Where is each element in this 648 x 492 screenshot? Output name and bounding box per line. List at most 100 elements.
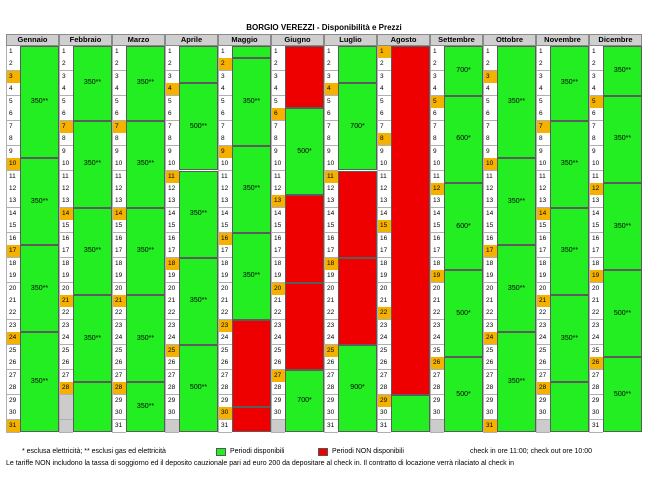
day-cell: 24	[483, 332, 497, 346]
day-cell: 10	[218, 158, 232, 172]
day-cell: 22	[430, 307, 444, 321]
day-cell: 20	[377, 282, 391, 296]
day-cell: 2	[271, 58, 285, 72]
day-cell: 24	[324, 332, 338, 346]
period-price: 500**	[613, 390, 632, 398]
day-cell: 12	[483, 182, 497, 196]
day-cell: 17	[536, 245, 550, 259]
day-cell: 6	[218, 108, 232, 122]
day-cell: 6	[589, 108, 603, 122]
day-cell: 2	[536, 58, 550, 72]
day-cell: 22	[271, 307, 285, 321]
unavailable-period	[285, 195, 324, 283]
day-cell: 15	[536, 220, 550, 234]
day-cell: 4	[218, 83, 232, 97]
day-cell: 9	[6, 145, 20, 159]
day-cell: 3	[430, 70, 444, 84]
day-cell: 3	[165, 70, 179, 84]
day-cell: 16	[536, 232, 550, 246]
available-period: 350**	[603, 182, 642, 271]
day-cell	[271, 419, 285, 433]
day-cell: 28	[59, 382, 73, 396]
day-cell: 20	[112, 282, 126, 296]
day-cell: 14	[112, 207, 126, 221]
day-cell: 2	[218, 58, 232, 72]
period-price: 500**	[189, 384, 208, 392]
day-cell: 23	[430, 319, 444, 333]
period-price: 350**	[507, 98, 526, 106]
day-cell: 10	[165, 158, 179, 172]
day-cell: 9	[112, 145, 126, 159]
day-cell: 25	[6, 344, 20, 358]
day-cell: 16	[377, 232, 391, 246]
day-cell: 3	[589, 70, 603, 84]
day-cell: 6	[59, 108, 73, 122]
day-cell: 22	[59, 307, 73, 321]
day-cell: 3	[271, 70, 285, 84]
available-period: 350**	[603, 46, 642, 96]
day-cell: 15	[377, 220, 391, 234]
day-cell: 18	[483, 257, 497, 271]
day-cell: 4	[59, 83, 73, 97]
available-period: 350**	[179, 170, 218, 258]
day-cell: 11	[271, 170, 285, 184]
day-cell: 23	[377, 319, 391, 333]
day-cell: 10	[589, 158, 603, 172]
unavailable-period	[232, 319, 271, 408]
day-cell: 18	[430, 257, 444, 271]
day-cell: 20	[324, 282, 338, 296]
day-cell: 30	[271, 407, 285, 421]
day-cell: 30	[377, 407, 391, 421]
month-header-luglio: Luglio	[324, 34, 377, 46]
available-period: 700*	[285, 369, 324, 432]
day-cell: 30	[536, 407, 550, 421]
day-cell: 24	[430, 332, 444, 346]
day-cell: 19	[59, 270, 73, 284]
day-cell: 7	[59, 120, 73, 134]
day-cell: 11	[430, 170, 444, 184]
day-cell: 2	[165, 58, 179, 72]
day-cell: 24	[6, 332, 20, 346]
day-cell: 30	[324, 407, 338, 421]
day-cell: 21	[589, 295, 603, 308]
day-cell: 9	[377, 145, 391, 159]
period-price: 500*	[297, 147, 312, 155]
period-price: 700*	[456, 66, 471, 74]
period-price: 350**	[136, 247, 155, 255]
day-cell: 14	[218, 207, 232, 221]
period-price: 350**	[560, 247, 579, 255]
day-cell: 28	[165, 382, 179, 396]
day-cell: 14	[536, 207, 550, 221]
day-cell: 22	[589, 307, 603, 321]
day-cell: 30	[430, 407, 444, 421]
month-header-novembre: Novembre	[536, 34, 589, 46]
day-cell: 21	[483, 295, 497, 308]
day-cell: 5	[589, 95, 603, 109]
day-cell: 3	[536, 70, 550, 84]
day-cell: 7	[112, 120, 126, 134]
day-cell: 5	[536, 95, 550, 109]
day-cell: 26	[218, 357, 232, 371]
day-cell: 2	[112, 58, 126, 72]
day-cell: 15	[218, 220, 232, 234]
available-period	[232, 46, 271, 59]
day-cell: 23	[59, 319, 73, 333]
day-cell: 13	[112, 195, 126, 209]
day-cell: 23	[536, 319, 550, 333]
day-cell: 23	[6, 319, 20, 333]
day-cell: 1	[324, 46, 338, 59]
period-price: 350**	[507, 378, 526, 386]
period-price: 350**	[30, 197, 49, 205]
day-cell: 21	[430, 295, 444, 308]
day-cell: 29	[483, 394, 497, 408]
day-cell: 6	[430, 108, 444, 122]
day-cell: 12	[218, 182, 232, 196]
available-period: 350**	[73, 207, 112, 295]
available-period: 350**	[497, 245, 536, 333]
day-cell: 8	[483, 133, 497, 147]
day-cell: 3	[483, 70, 497, 84]
available-period: 350**	[126, 120, 165, 208]
day-cell: 23	[589, 319, 603, 333]
day-cell: 8	[6, 133, 20, 147]
day-cell: 26	[6, 357, 20, 371]
